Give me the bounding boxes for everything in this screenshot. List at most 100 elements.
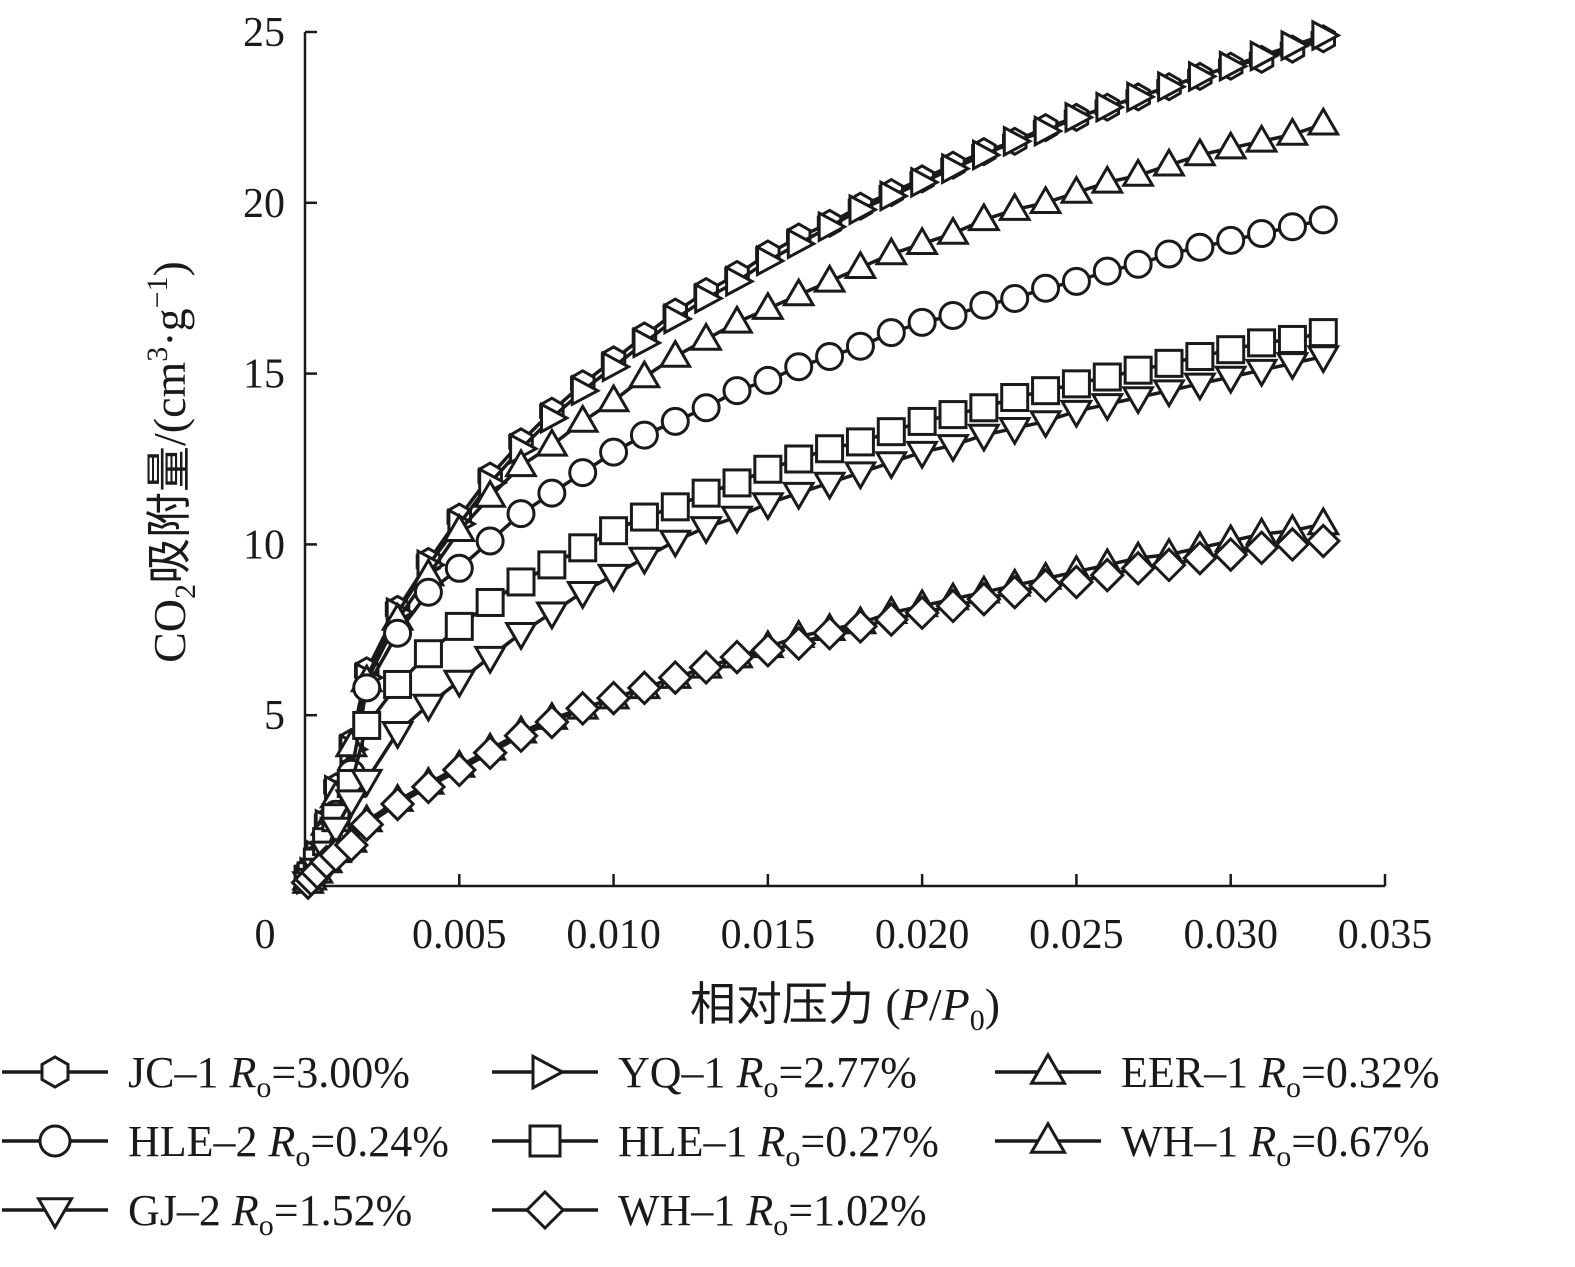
- data-point: [1095, 90, 1126, 124]
- data-point: [472, 735, 508, 771]
- data-point: [1182, 372, 1217, 402]
- y-tick-label: 10: [243, 522, 285, 568]
- series-4: [293, 205, 1338, 894]
- data-point: [756, 244, 786, 278]
- data-point: [599, 516, 629, 546]
- data-point: [1154, 348, 1184, 378]
- data-point: [1059, 174, 1094, 204]
- data-point: [473, 645, 508, 676]
- data-point: [907, 307, 937, 337]
- x-tick-label: 0.035: [1338, 912, 1433, 958]
- x-tick-label: 0.025: [1029, 912, 1124, 958]
- data-point: [876, 417, 906, 447]
- data-point: [725, 265, 756, 298]
- data-point: [534, 601, 569, 631]
- data-point: [996, 574, 1033, 610]
- data-point: [966, 201, 1001, 232]
- y-ticks: 5 10 15 20 25: [243, 10, 317, 739]
- data-point: [812, 471, 847, 501]
- series-8: [290, 523, 1342, 901]
- x-tick-label: 0.005: [412, 912, 507, 958]
- data-point: [442, 669, 477, 699]
- data-point: [1305, 523, 1342, 559]
- data-point: [876, 318, 906, 348]
- data-point: [848, 193, 879, 226]
- data-point: [334, 789, 369, 819]
- y-axis-title: CO2吸附量/(cm3·g−1): [141, 261, 202, 663]
- data-point: [601, 350, 632, 383]
- data-point: [349, 768, 384, 799]
- data-point: [904, 594, 940, 631]
- data-point: [1028, 410, 1063, 440]
- data-point: [333, 827, 370, 863]
- data-point: [905, 440, 940, 471]
- data-point: [781, 277, 816, 307]
- legend-label: HLE–2 Ro=0.24%: [128, 1117, 449, 1173]
- legend-label: GJ–2 Ro=1.52%: [128, 1186, 412, 1242]
- data-point: [969, 290, 999, 320]
- data-point: [1213, 130, 1248, 160]
- data-point: [348, 806, 385, 843]
- data-point: [1120, 550, 1156, 587]
- data-point: [720, 505, 754, 535]
- data-point: [1000, 383, 1030, 413]
- data-point: [1058, 564, 1095, 600]
- data-point: [657, 659, 694, 696]
- data-point: [473, 478, 508, 508]
- data-point: [1028, 1120, 1068, 1154]
- data-point: [506, 499, 536, 529]
- data-point: [1031, 273, 1061, 303]
- data-point: [413, 577, 443, 607]
- data-point: [694, 282, 725, 315]
- data-point: [444, 611, 474, 641]
- data-point: [40, 1055, 70, 1089]
- data-point: [1033, 114, 1064, 148]
- data-point: [753, 454, 783, 484]
- legend-item: HLE–1 Ro=0.27%: [492, 1117, 939, 1173]
- data-point: [660, 492, 690, 522]
- data-point: [596, 563, 631, 594]
- data-point: [1308, 318, 1338, 348]
- data-point: [504, 447, 538, 478]
- data-point: [596, 383, 631, 413]
- data-point: [1157, 70, 1188, 103]
- data-point: [750, 290, 785, 320]
- data-point: [595, 680, 632, 716]
- data-point: [784, 352, 814, 382]
- legend-item: EER–1 Ro=0.32%: [995, 1048, 1439, 1104]
- data-point: [688, 649, 724, 686]
- data-point: [540, 401, 570, 435]
- data-point: [1123, 249, 1153, 279]
- data-point: [972, 138, 1002, 172]
- data-point: [444, 553, 474, 583]
- data-point: [1000, 283, 1030, 313]
- y-tick-label: 20: [243, 181, 285, 227]
- data-point: [780, 625, 817, 662]
- data-point: [475, 526, 505, 556]
- data-point: [1151, 547, 1187, 583]
- x-ticks: 0 0.005 0.010 0.015 0.020 0.025 0.030 0.035: [255, 874, 1433, 958]
- x-tick-label: 0.015: [721, 912, 816, 958]
- data-point: [786, 227, 817, 260]
- data-point: [1247, 219, 1277, 249]
- data-point: [626, 670, 663, 706]
- data-point: [781, 481, 816, 512]
- x-tick-label: 0: [255, 912, 276, 958]
- data-point: [1185, 342, 1215, 372]
- data-point: [1061, 266, 1091, 296]
- data-point: [1244, 123, 1279, 153]
- data-point: [442, 512, 477, 542]
- legend-label: HLE–1 Ro=0.27%: [618, 1117, 939, 1173]
- data-point: [720, 304, 754, 334]
- data-point: [845, 331, 875, 361]
- data-point: [691, 393, 721, 423]
- data-point: [1028, 1051, 1068, 1085]
- data-point: [1123, 355, 1153, 385]
- data-point: [411, 693, 446, 723]
- data-point: [475, 587, 505, 617]
- data-point: [660, 406, 690, 436]
- series-5: [293, 318, 1338, 894]
- legend-label: WH–1 Ro=1.02%: [618, 1186, 927, 1242]
- data-point: [719, 639, 755, 675]
- data-point: [750, 492, 785, 522]
